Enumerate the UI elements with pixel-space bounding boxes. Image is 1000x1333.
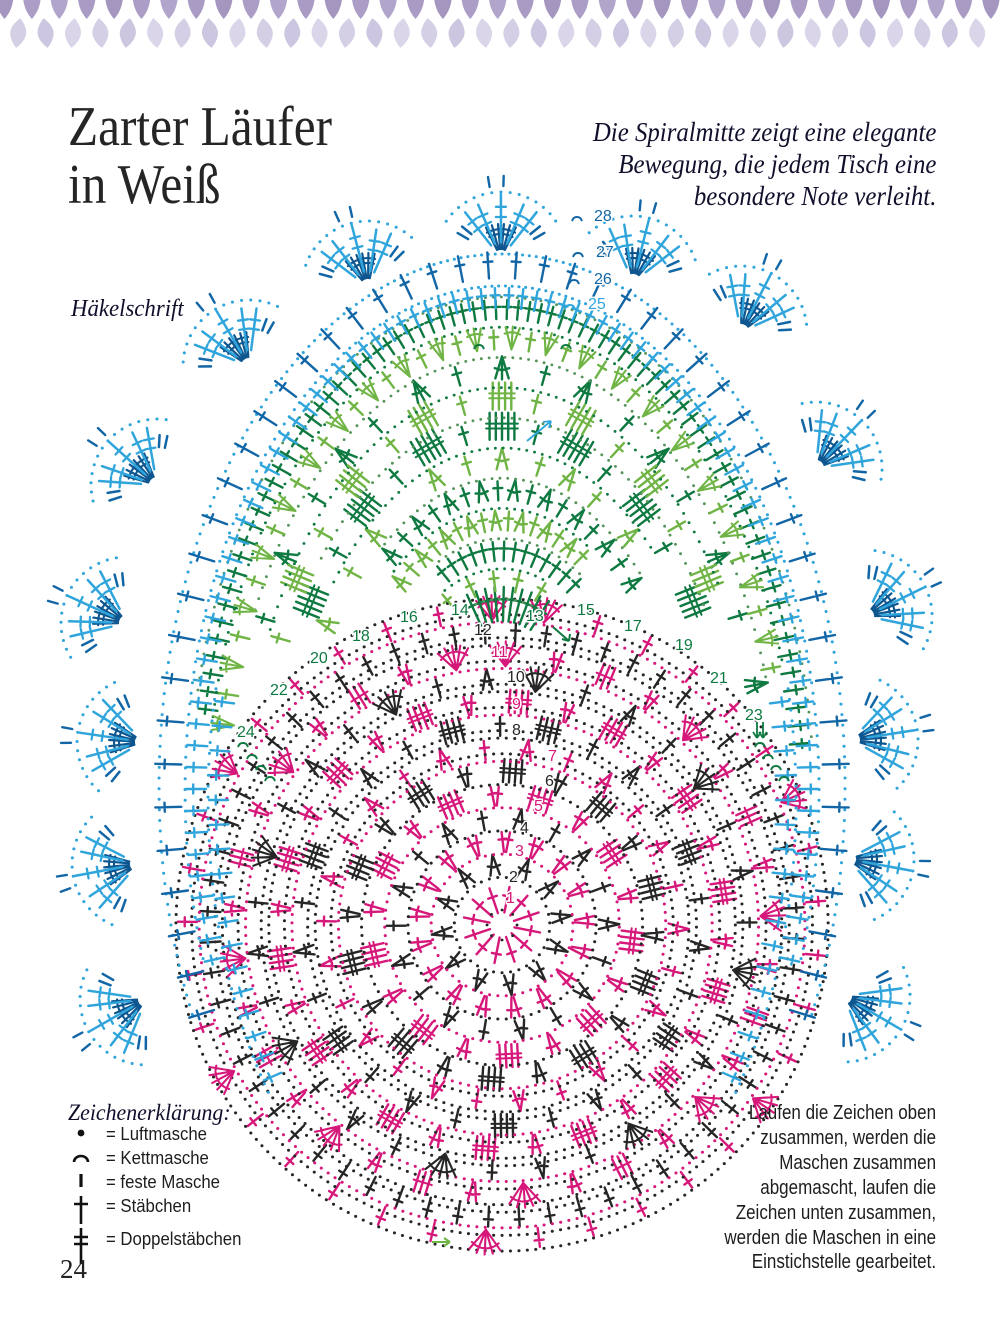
svg-text:9: 9 [512,696,521,713]
svg-text:11: 11 [491,644,508,661]
svg-text:26: 26 [594,271,612,288]
svg-text:12: 12 [474,622,492,639]
svg-text:4: 4 [520,820,529,837]
svg-text:25: 25 [588,296,606,313]
svg-text:1: 1 [506,890,515,907]
svg-text:6: 6 [545,773,554,790]
svg-text:15: 15 [577,602,595,619]
svg-text:18: 18 [352,628,370,645]
svg-text:14: 14 [451,602,469,619]
svg-text:21: 21 [710,670,728,687]
svg-text:17: 17 [624,618,642,635]
svg-text:27: 27 [596,244,614,261]
svg-text:13: 13 [526,608,544,625]
svg-text:2: 2 [509,869,518,886]
svg-text:7: 7 [548,748,557,765]
svg-text:16: 16 [400,609,418,626]
svg-text:3: 3 [515,843,524,860]
svg-text:20: 20 [310,650,328,667]
svg-text:10: 10 [507,669,525,686]
svg-text:28: 28 [594,208,612,225]
svg-text:19: 19 [675,637,693,654]
svg-text:24: 24 [237,724,255,741]
svg-text:8: 8 [512,722,521,739]
svg-text:5: 5 [534,798,543,815]
svg-text:22: 22 [270,682,288,699]
svg-text:23: 23 [745,707,763,724]
